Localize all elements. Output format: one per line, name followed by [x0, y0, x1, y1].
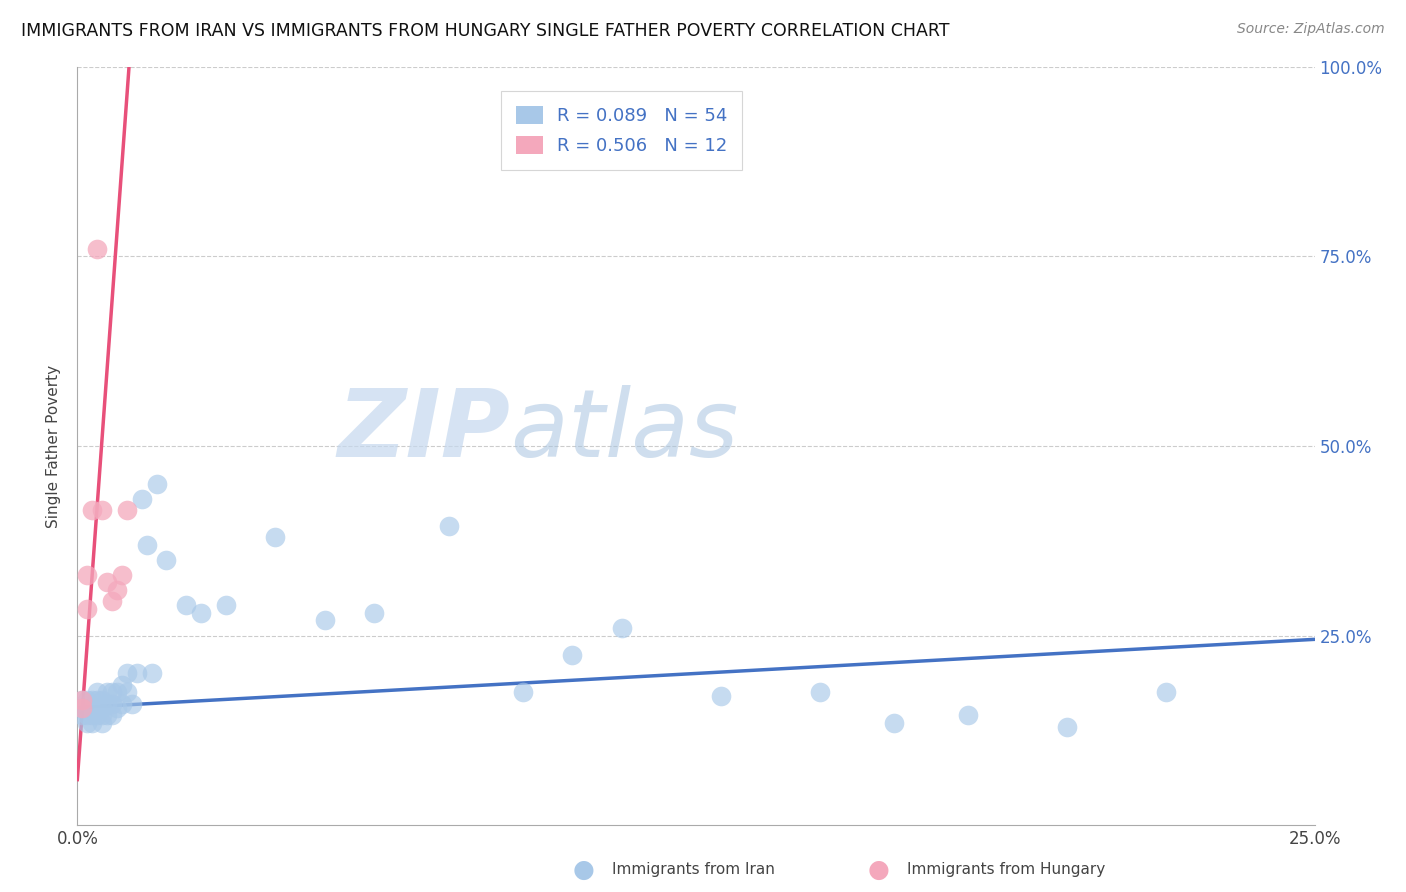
Point: [91, 708, 114, 723]
Point: [111, 678, 134, 692]
Legend: R = 0.089   N = 54, R = 0.506   N = 12: R = 0.089 N = 54, R = 0.506 N = 12: [502, 91, 742, 169]
Point: [101, 594, 124, 608]
Point: [111, 697, 134, 711]
Point: [314, 614, 336, 628]
Point: [111, 568, 134, 582]
Point: [1056, 719, 1078, 733]
Text: IMMIGRANTS FROM IRAN VS IMMIGRANTS FROM HUNGARY SINGLE FATHER POVERTY CORRELATIO: IMMIGRANTS FROM IRAN VS IMMIGRANTS FROM …: [21, 22, 949, 40]
Text: Immigrants from Hungary: Immigrants from Hungary: [907, 863, 1105, 877]
Point: [91, 693, 114, 707]
Point: [86, 685, 108, 699]
Point: [86, 693, 108, 707]
Point: [115, 666, 138, 681]
Point: [82, 700, 104, 714]
Point: [72, 693, 94, 707]
Point: [76, 715, 98, 730]
Point: [72, 700, 94, 714]
Point: [101, 685, 124, 699]
Point: [72, 693, 94, 707]
Text: ●: ●: [572, 858, 595, 881]
Point: [86, 242, 108, 256]
Point: [76, 708, 98, 723]
Point: [76, 602, 98, 616]
Text: ZIP: ZIP: [337, 384, 510, 477]
Point: [82, 503, 104, 517]
Point: [96, 575, 118, 590]
Point: [808, 685, 831, 699]
Point: [91, 503, 114, 517]
Point: [190, 606, 212, 620]
Point: [957, 708, 980, 723]
Point: [437, 518, 460, 533]
Y-axis label: Single Father Poverty: Single Father Poverty: [46, 365, 62, 527]
Point: [363, 606, 385, 620]
Point: [105, 700, 128, 714]
Point: [883, 715, 905, 730]
Point: [174, 599, 197, 613]
Point: [561, 648, 583, 662]
Point: [82, 708, 104, 723]
Point: [96, 708, 118, 723]
Point: [610, 621, 633, 635]
Point: [82, 715, 104, 730]
Text: ●: ●: [868, 858, 890, 881]
Point: [125, 666, 148, 681]
Point: [91, 700, 114, 714]
Point: [86, 708, 108, 723]
Point: [76, 568, 98, 582]
Point: [264, 530, 287, 544]
Point: [101, 708, 124, 723]
Point: [96, 697, 118, 711]
Point: [96, 685, 118, 699]
Point: [115, 685, 138, 699]
Point: [76, 700, 98, 714]
Point: [72, 708, 94, 723]
Point: [91, 715, 114, 730]
Point: [155, 552, 177, 567]
Point: [141, 666, 163, 681]
Point: [145, 476, 167, 491]
Point: [1154, 685, 1177, 699]
Point: [105, 685, 128, 699]
Point: [121, 697, 143, 711]
Point: [76, 693, 98, 707]
Text: Immigrants from Iran: Immigrants from Iran: [612, 863, 775, 877]
Point: [82, 693, 104, 707]
Point: [115, 503, 138, 517]
Point: [86, 700, 108, 714]
Text: Source: ZipAtlas.com: Source: ZipAtlas.com: [1237, 22, 1385, 37]
Point: [131, 492, 153, 507]
Point: [512, 685, 534, 699]
Point: [101, 697, 124, 711]
Point: [710, 689, 733, 703]
Point: [135, 537, 157, 551]
Point: [105, 583, 128, 598]
Point: [215, 599, 238, 613]
Text: atlas: atlas: [510, 385, 738, 476]
Point: [72, 700, 94, 714]
